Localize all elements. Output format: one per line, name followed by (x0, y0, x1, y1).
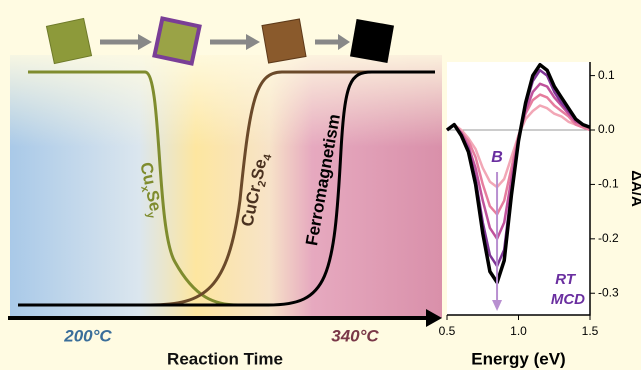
cuxsey-label: CuxSey (134, 161, 167, 221)
y-tick-label: 0.0 (598, 122, 615, 136)
icon-final (349, 18, 395, 64)
cuxsey-curve (28, 70, 239, 307)
y-tick-label: -0.1 (598, 177, 619, 191)
x-tick-label: 1.5 (582, 324, 599, 338)
temp-low: 200°C (63, 326, 112, 345)
temp-high: 340°C (331, 326, 379, 345)
y-tick-label: 0.1 (598, 68, 615, 82)
time-arrowhead (426, 309, 442, 327)
icons (45, 16, 395, 66)
phase-fade (10, 55, 442, 318)
spectrum-line (445, 62, 591, 285)
y-tick-label: -0.3 (598, 285, 619, 299)
mcd-chart: 0.5 1.0 1.5 0.1 0.0 -0.1 -0.2 -0.3 Energy (eV) ΔA… (439, 62, 641, 368)
icon-cucr2se4 (261, 18, 307, 64)
mcd-label: MCD (551, 291, 585, 308)
time-label: Reaction Time (167, 349, 283, 368)
x-tick-label: 0.5 (439, 324, 456, 338)
x-tick-label: 1.0 (510, 324, 527, 338)
rt-label: RT (555, 271, 577, 288)
x-axis-label: Energy (eV) (471, 349, 565, 368)
y-tick-label: -0.2 (598, 231, 619, 245)
icon-core-shell (152, 16, 202, 66)
b-arrowhead (492, 300, 503, 311)
y-axis-label: ΔA/A (628, 170, 641, 207)
ferromagnetism-curve (18, 70, 435, 307)
cucr2se4-curve (18, 70, 435, 307)
b-label: B (491, 149, 503, 166)
icon-cuxsey (45, 17, 93, 65)
